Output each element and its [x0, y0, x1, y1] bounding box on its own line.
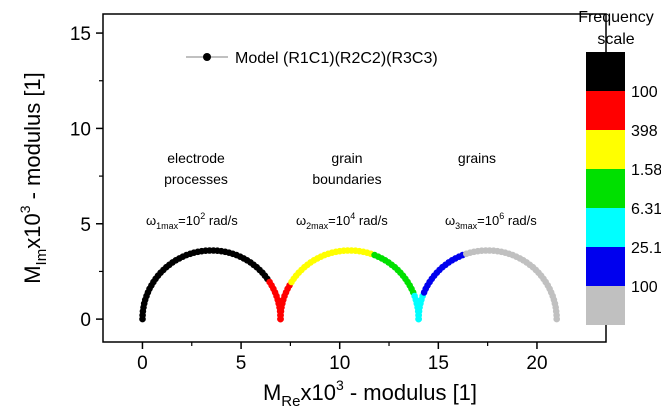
- omega-label: ω1max=102 rad/s: [146, 211, 238, 231]
- legend-label: Model (R1C1)(R2C2)(R3C3): [235, 50, 438, 67]
- axis-ticks: 0 5 10 15 20 0 5 10 15: [70, 24, 548, 374]
- annotation-grains: grains ω3max=106 rad/s: [445, 150, 537, 231]
- x-axis-title: MRex103 - modulus [1]: [263, 377, 477, 410]
- frequency-band-label: 398: [631, 123, 658, 140]
- annotation-line: electrode: [167, 150, 225, 166]
- frequency-band: [586, 208, 625, 247]
- data-points: [139, 247, 560, 323]
- y-tick-label: 5: [80, 215, 91, 236]
- frequency-band: [586, 91, 625, 130]
- frequency-scale-title: Frequency: [578, 9, 654, 26]
- omega-label: ω2max=104 rad/s: [296, 211, 388, 231]
- frequency-band-label: 100: [631, 84, 658, 101]
- x-tick-label: 5: [236, 353, 247, 374]
- frequency-band-label: 1.58: [631, 162, 661, 179]
- model-curve: [418, 250, 557, 320]
- y-tick-label: 0: [80, 310, 91, 331]
- frequency-band-label: 25.1: [631, 240, 661, 257]
- x-tick-label: 15: [428, 353, 449, 374]
- frequency-bands: 100 398 1.58 6.31 25.1 100: [586, 52, 661, 325]
- frequency-band-label: 100: [631, 279, 658, 296]
- x-tick-label: 20: [526, 353, 547, 374]
- frequency-band: [586, 52, 625, 91]
- model-curve: [280, 250, 419, 320]
- frequency-scale-title: scale: [597, 31, 634, 48]
- y-tick-label: 15: [70, 24, 91, 45]
- legend-marker: [203, 53, 211, 61]
- annotation-line: grain: [331, 150, 362, 166]
- omega-label: ω3max=106 rad/s: [445, 211, 537, 231]
- data-point: [553, 315, 560, 323]
- annotation-line: grains: [458, 150, 496, 166]
- model-curve: [142, 250, 281, 320]
- frequency-band: [586, 130, 625, 169]
- x-tick-label: 0: [137, 353, 148, 374]
- legend: Model (R1C1)(R2C2)(R3C3): [186, 50, 438, 67]
- frequency-band-label: 6.31: [631, 201, 661, 218]
- frequency-band: [586, 286, 625, 325]
- annotation-line: processes: [164, 171, 228, 187]
- annotation-line: boundaries: [312, 171, 381, 187]
- annotation-grain-boundaries: grain boundaries ω2max=104 rad/s: [296, 150, 388, 231]
- y-tick-label: 10: [70, 119, 91, 140]
- x-tick-label: 10: [329, 353, 350, 374]
- frequency-scale: Frequency scale 100 398 1.58 6.31 25.1 100: [578, 9, 661, 325]
- annotation-electrode: electrode processes ω1max=102 rad/s: [146, 150, 238, 231]
- y-axis-title: MImx103 - modulus [1]: [17, 72, 50, 284]
- frequency-band: [586, 169, 625, 208]
- frequency-band: [586, 247, 625, 286]
